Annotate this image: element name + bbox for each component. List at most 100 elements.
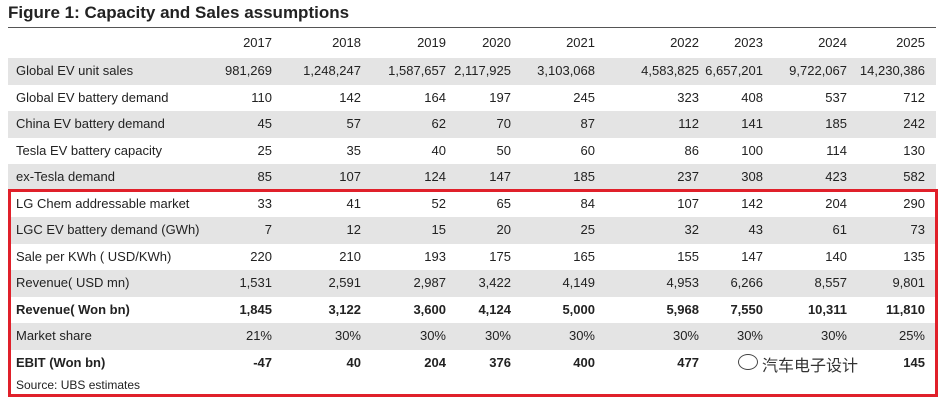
- row-label: China EV battery demand: [16, 116, 165, 131]
- column-header: 2024: [818, 35, 847, 50]
- table-cell: 25%: [898, 328, 925, 343]
- table-cell: 8,557: [814, 275, 847, 290]
- table-cell: 15: [431, 222, 446, 237]
- table-cell: 981,269: [225, 63, 272, 78]
- table-cell: 4,149: [562, 275, 595, 290]
- table-cell: 30%: [334, 328, 361, 343]
- table-cell: 1,845: [239, 301, 272, 317]
- table-cell: 537: [825, 89, 847, 105]
- table-cell: 4,124: [478, 301, 511, 317]
- table-cell: 25: [580, 222, 595, 237]
- row-label: EBIT (Won bn): [16, 354, 106, 370]
- table-cell: 107: [677, 195, 699, 211]
- table-cell: 65: [496, 195, 511, 211]
- table-cell: 73: [910, 222, 925, 237]
- row-band: [8, 270, 936, 297]
- table-cell: 3,600: [413, 301, 446, 317]
- table-cell: 84: [580, 195, 595, 211]
- table-cell: 87: [580, 116, 595, 131]
- table-cell: 3,122: [328, 301, 361, 317]
- table-cell: 290: [903, 195, 925, 211]
- column-header: 2018: [332, 35, 361, 50]
- figure-title: Figure 1: Capacity and Sales assumptions: [8, 3, 350, 22]
- table-cell: 3,103,068: [537, 63, 595, 78]
- table-cell: 147: [741, 248, 763, 264]
- row-label: ex-Tesla demand: [16, 169, 115, 184]
- row-band: [8, 164, 936, 191]
- table-cell: 30%: [419, 328, 446, 343]
- table-cell: 21%: [245, 328, 272, 343]
- table-cell: 376: [489, 354, 511, 370]
- table-cell: 41: [346, 195, 361, 211]
- table-cell: 30%: [672, 328, 699, 343]
- table-cell: 4,583,825: [641, 63, 699, 78]
- table-cell: 7: [264, 222, 272, 237]
- table-cell: 45: [257, 116, 272, 131]
- table-cell: 193: [424, 248, 446, 264]
- table-cell: 25: [257, 142, 272, 158]
- table-cell: 2,591: [328, 275, 361, 290]
- row-label: Global EV unit sales: [16, 63, 134, 78]
- table-cell: 40: [346, 354, 361, 370]
- row-label: Tesla EV battery capacity: [16, 142, 162, 158]
- table-cell: 145: [903, 354, 925, 370]
- table-cell: 220: [250, 248, 272, 264]
- table-cell: 185: [573, 169, 595, 184]
- table-cell: 124: [424, 169, 446, 184]
- table-cell: 40: [431, 142, 446, 158]
- table-cell: 107: [339, 169, 361, 184]
- table-cell: 70: [496, 116, 511, 131]
- table-cell: 14,230,386: [859, 63, 925, 78]
- table-cell: 408: [741, 89, 763, 105]
- table-cell: 712: [903, 89, 925, 105]
- row-band: [8, 58, 936, 85]
- table-cell: 400: [573, 354, 595, 370]
- table-cell: 164: [424, 89, 446, 105]
- table-cell: 423: [825, 169, 847, 184]
- column-header: 2020: [482, 35, 511, 50]
- table-cell: 32: [684, 222, 699, 237]
- table-cell: 4,953: [666, 275, 699, 290]
- table-cell: 1,531: [239, 275, 272, 290]
- table-cell: 100: [741, 142, 763, 158]
- table-cell: 50: [496, 142, 511, 158]
- table-cell: 175: [489, 248, 511, 264]
- column-header: 2025: [896, 35, 925, 50]
- table-cell: 5,968: [666, 301, 699, 317]
- column-header: 2022: [670, 35, 699, 50]
- table-cell: 1,587,657: [388, 63, 446, 78]
- table-cell: 3,422: [478, 275, 511, 290]
- table-cell: 60: [580, 142, 595, 158]
- table-cell: 11,810: [885, 301, 925, 317]
- table-cell: 20: [496, 222, 511, 237]
- table-cell: 9,801: [892, 275, 925, 290]
- table-cell: 210: [339, 248, 361, 264]
- table-cell: 1,248,247: [303, 63, 361, 78]
- table-cell: 135: [903, 248, 925, 264]
- row-label: Market share: [16, 328, 92, 343]
- column-header: 2021: [566, 35, 595, 50]
- table-cell: -47: [253, 354, 272, 370]
- table-cell: 165: [573, 248, 595, 264]
- row-label: LGC EV battery demand (GWh): [16, 222, 200, 237]
- table-cell: 2,117,925: [454, 63, 511, 78]
- table-cell: 57: [346, 116, 361, 131]
- table-cell: 30%: [820, 328, 847, 343]
- row-label: Revenue( USD mn): [16, 275, 130, 290]
- table-cell: 197: [489, 89, 511, 105]
- table-cell: 30%: [736, 328, 763, 343]
- table-cell: 43: [748, 222, 763, 237]
- table-cell: 185: [825, 116, 847, 131]
- table-cell: 62: [431, 116, 446, 131]
- table-cell: 245: [573, 89, 595, 105]
- table-cell: 155: [677, 248, 699, 264]
- watermark-icon: [738, 354, 758, 370]
- table-cell: 130: [903, 142, 925, 158]
- row-label: Global EV battery demand: [16, 89, 169, 105]
- table-cell: 7,550: [730, 301, 763, 317]
- source: Source: UBS estimates: [16, 378, 141, 392]
- table-cell: 308: [741, 169, 763, 184]
- table-cell: 477: [677, 354, 699, 370]
- table-cell: 12: [346, 222, 361, 237]
